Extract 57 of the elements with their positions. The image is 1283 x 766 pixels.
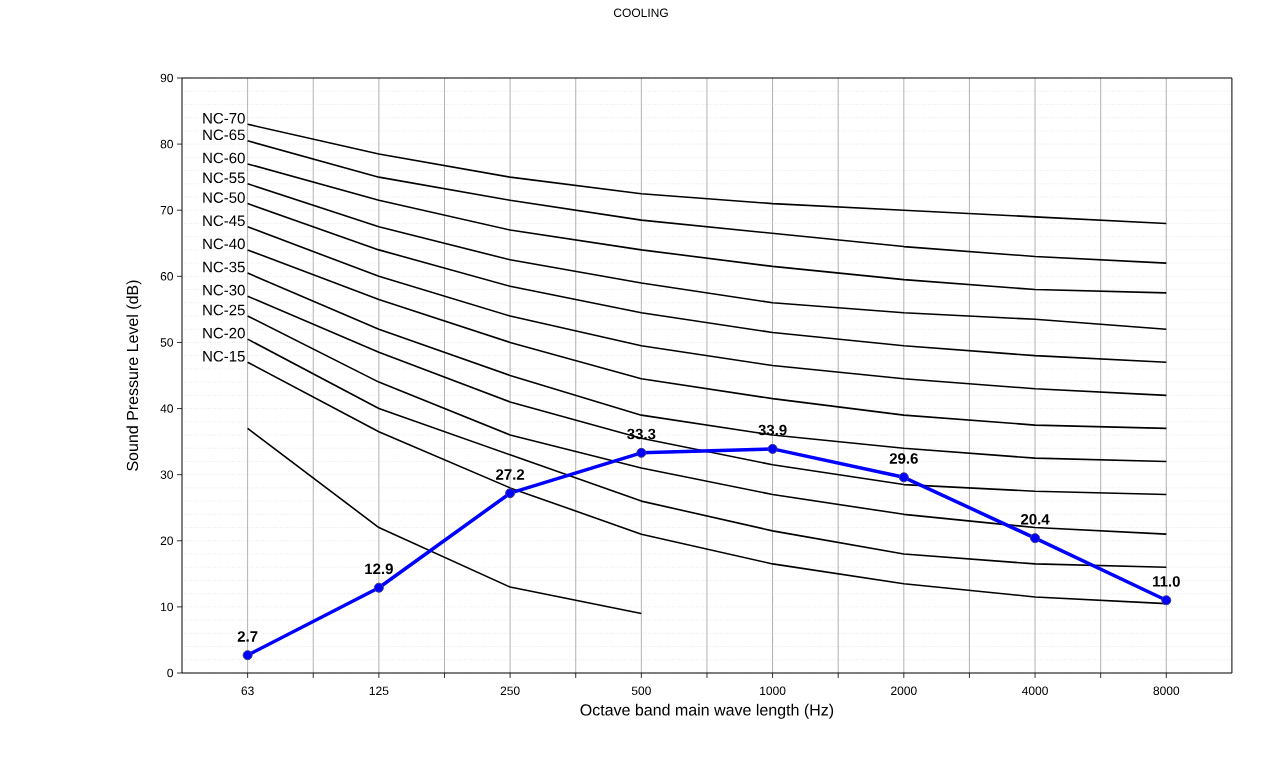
x-tick-label: 8000 xyxy=(1153,686,1180,696)
series-label: NC-15 xyxy=(203,350,245,362)
y-tick-label: 30 xyxy=(160,470,174,479)
x-axis-title: Octave band main wave length (Hz) xyxy=(580,703,834,719)
y-tick-label: 90 xyxy=(160,73,174,83)
series-label: NC-55 xyxy=(203,172,245,184)
y-tick-label: 20 xyxy=(160,536,174,546)
point xyxy=(898,472,909,483)
x-tick-label: 250 xyxy=(500,686,520,696)
data-label: 29.6 xyxy=(889,453,918,464)
line-series xyxy=(246,225,1168,397)
data-label: 2.7 xyxy=(237,631,258,642)
y-tick-label: 50 xyxy=(160,338,174,347)
chart-title: COOLING xyxy=(613,8,668,18)
line-series xyxy=(246,202,1168,364)
series-label: NC-30 xyxy=(203,284,245,296)
x-tick-label: 125 xyxy=(369,686,389,696)
y-tick-label: 0 xyxy=(167,668,174,678)
data-label: 33.3 xyxy=(627,428,656,440)
point xyxy=(505,488,516,499)
series-label: NC-45 xyxy=(203,215,245,227)
legend-label: NC-20 xyxy=(203,327,245,339)
y-axis-title: Sound Pressure Level (dB) xyxy=(126,280,142,471)
data-label: 27.2 xyxy=(496,469,525,480)
data-label: 20.4 xyxy=(1020,514,1050,525)
series-label: NC-40 xyxy=(203,238,245,250)
legend-label: NC-65 xyxy=(203,129,245,141)
line-series xyxy=(246,295,1168,496)
x-tick-label: 500 xyxy=(631,686,651,696)
point xyxy=(373,582,384,593)
x-tick-label: 4000 xyxy=(1021,686,1048,696)
series-label: NC-25 xyxy=(203,304,245,316)
y-tick-label: 40 xyxy=(160,404,174,413)
y-tick-label: 60 xyxy=(160,272,174,281)
x-tick-label: 63 xyxy=(241,686,254,696)
data-label: 33.9 xyxy=(758,424,787,436)
y-tick-label: 80 xyxy=(160,139,174,149)
line-series xyxy=(246,163,1168,294)
legend-label: NC-35 xyxy=(203,261,245,273)
point xyxy=(636,447,647,458)
x-tick-label: 2000 xyxy=(891,686,917,696)
line-series xyxy=(246,272,1168,463)
data-label: 12.9 xyxy=(365,563,393,575)
y-tick-label: 70 xyxy=(160,205,174,215)
data-label: 11.0 xyxy=(1153,576,1180,587)
line-series xyxy=(246,123,1168,225)
y-tick-label: 10 xyxy=(161,602,174,612)
point xyxy=(1030,533,1041,544)
series-label: NC-70 xyxy=(203,112,245,124)
x-tick-label: 1000 xyxy=(760,686,786,696)
point xyxy=(1161,595,1172,606)
line-series xyxy=(246,315,1168,535)
point xyxy=(767,443,778,454)
line-series xyxy=(246,182,1168,331)
series-label: NC-50 xyxy=(203,192,245,203)
point xyxy=(242,650,253,661)
series-label: NC-60 xyxy=(203,152,245,164)
